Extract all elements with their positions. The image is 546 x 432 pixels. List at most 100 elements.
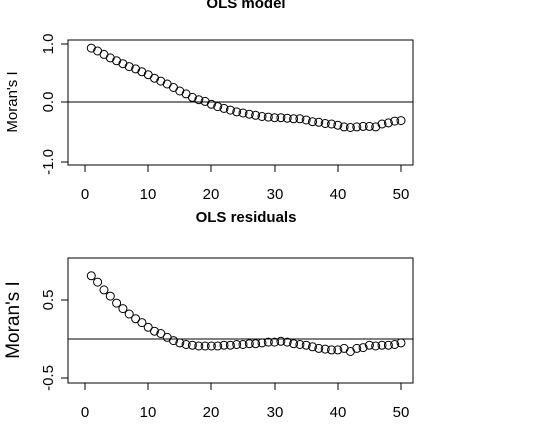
panel-ols-model: OLS model 0 10 20 30 40 50 -1.0 0.0 1.0 … [4, 0, 414, 203]
panel1-title: OLS model [206, 0, 285, 12]
panel2-point-34 [295, 340, 305, 349]
panel2-point-21 [213, 341, 223, 351]
panel1-point-24 [232, 107, 242, 117]
panel2-points [86, 271, 406, 356]
panel1-point-26 [244, 109, 254, 119]
panel1-xtick-20: 20 [203, 186, 220, 203]
panel1-point-27 [251, 110, 261, 120]
panel1-xtick-40: 40 [330, 186, 347, 203]
panel1-xtick-0: 0 [81, 186, 89, 203]
panel2-point-19 [200, 341, 210, 351]
panel2-xtick-20: 20 [203, 404, 220, 421]
panel2-point-31 [276, 336, 286, 346]
panel2-point-24 [232, 340, 242, 349]
panel2-point-33 [289, 339, 299, 349]
panel2-ytick-neg05: -0.5 [40, 365, 57, 391]
panel2-point-45 [364, 340, 374, 350]
panel1-point-31 [276, 113, 286, 123]
panel2-title: OLS residuals [196, 209, 297, 226]
panel2-point-2 [93, 277, 103, 287]
panel2-point-22 [219, 340, 229, 350]
panel2-point-17 [187, 340, 197, 350]
panel2-point-50 [396, 338, 406, 348]
panel2-point-4 [105, 291, 115, 301]
panel2-point-10 [143, 322, 153, 332]
panel1-point-48 [383, 118, 393, 128]
panel1-point-42 [345, 123, 355, 132]
panel1-point-47 [377, 119, 387, 129]
panel2-point-18 [194, 341, 204, 351]
panel1-point-30 [270, 113, 280, 123]
panel1-point-25 [238, 108, 248, 118]
panel2-point-39 [327, 345, 336, 355]
panel2-point-47 [377, 340, 387, 350]
panel1-point-34 [295, 114, 305, 124]
panel2-point-35 [301, 340, 311, 350]
panel1-point-49 [390, 116, 400, 126]
panel1-point-43 [352, 122, 362, 132]
panel1-point-50 [396, 116, 406, 126]
panel1-point-39 [327, 119, 336, 129]
panel2-point-3 [99, 285, 109, 295]
panel1-point-37 [314, 117, 324, 127]
panel1-point-41 [339, 122, 349, 132]
panel2-point-36 [308, 342, 317, 352]
panel2-point-29 [263, 337, 273, 347]
panel2-point-30 [270, 337, 280, 347]
panel1-point-18 [194, 95, 204, 105]
panel2-xtick-40: 40 [330, 404, 347, 421]
panel2-point-8 [131, 314, 141, 324]
panel1-point-22 [219, 103, 229, 113]
panel2-ytick-05: 0.5 [40, 290, 57, 311]
panel1-point-40 [333, 120, 343, 130]
panel1-point-23 [225, 105, 235, 115]
panel1-point-7 [124, 62, 134, 72]
panel2-point-27 [251, 339, 261, 349]
panel1-point-38 [320, 119, 330, 128]
panel1-point-20 [206, 99, 216, 109]
panel1-point-33 [289, 114, 299, 124]
panel2-point-23 [225, 340, 235, 350]
panel2-point-1 [86, 271, 96, 281]
panel1-xtick-50: 50 [393, 186, 410, 203]
panel2-point-25 [238, 340, 248, 349]
panel2-point-49 [390, 340, 400, 349]
panel2-xtick-10: 10 [140, 404, 157, 421]
panel1-ytick-1: 1.0 [40, 34, 57, 55]
panel2-point-20 [206, 341, 216, 351]
panel2-point-28 [257, 338, 267, 348]
panel1-point-44 [358, 121, 368, 131]
panel1-ytick-neg1: -1.0 [40, 149, 57, 175]
panel2-point-5 [112, 298, 122, 308]
panel1-point-36 [308, 117, 317, 127]
panel2-point-7 [124, 309, 134, 319]
panel2-point-11 [150, 326, 159, 336]
panel2-point-37 [314, 343, 324, 353]
panel1-point-21 [213, 102, 223, 112]
panel2-xtick-0: 0 [81, 404, 89, 421]
panel1-point-29 [263, 112, 273, 122]
panel1-point-45 [364, 121, 374, 131]
panel-ols-residuals: OLS residuals 0 10 20 30 40 50 -0.5 0.5 … [3, 209, 414, 421]
panel2-ylabel: Moran's I [3, 281, 24, 359]
panel1-ylabel: Moran's I [4, 71, 21, 132]
panel2-point-43 [352, 343, 362, 353]
panel1-xtick-10: 10 [140, 186, 157, 203]
panel2-point-15 [175, 338, 185, 348]
panel2-point-32 [282, 337, 292, 347]
panel2-point-16 [181, 340, 191, 349]
panel2-plot-box [67, 257, 414, 384]
panel1-point-32 [282, 113, 292, 123]
panel2-point-9 [137, 318, 147, 328]
panel2-point-46 [371, 341, 381, 351]
panel1-point-35 [301, 115, 311, 125]
panel2-point-44 [358, 343, 368, 353]
panel2-xtick-30: 30 [267, 404, 284, 421]
panel1-point-28 [257, 112, 267, 121]
panel2-point-40 [333, 345, 343, 355]
panel2-point-14 [169, 336, 178, 346]
panel2-point-48 [383, 340, 393, 350]
panel2-point-26 [244, 339, 254, 349]
panel2-point-6 [118, 304, 128, 314]
